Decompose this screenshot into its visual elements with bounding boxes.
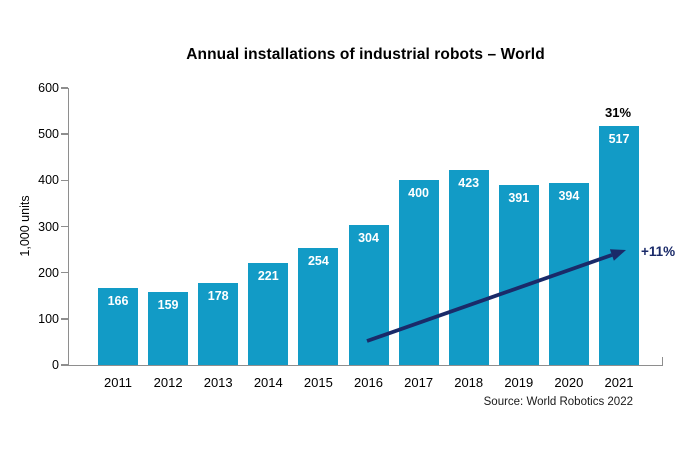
- y-tick-label: 400: [38, 173, 59, 188]
- plot-area: 0 100 200 300 400 500 600 166 2011 159 2012 178 2013…: [38, 81, 663, 390]
- x-tick-label: 2017: [404, 375, 434, 390]
- y-tick: [60, 133, 68, 135]
- bar-value-label: 394: [558, 189, 580, 204]
- bar: 304: [348, 224, 389, 365]
- bar: 159: [148, 291, 189, 365]
- bar-value-label: 304: [358, 230, 379, 245]
- bar-value-label: 166: [107, 294, 129, 309]
- bar: 221: [248, 262, 289, 365]
- y-tick: [60, 179, 68, 182]
- bar: 517: [599, 126, 639, 365]
- x-axis-end-tick: [661, 357, 663, 365]
- x-tick-label: 2021: [604, 375, 634, 390]
- x-tick-label: 2013: [203, 375, 233, 390]
- bar: 391: [498, 184, 539, 365]
- y-tick-label: 200: [38, 265, 59, 280]
- y-tick-label: 100: [38, 311, 59, 326]
- x-tick-label: 2015: [303, 375, 333, 390]
- bar: 400: [398, 180, 439, 365]
- x-tick-label: 2011: [104, 375, 132, 390]
- bar-value-label: 517: [608, 132, 630, 147]
- y-tick-label: 600: [38, 81, 59, 95]
- bar: 394: [548, 183, 589, 365]
- bar: 166: [98, 288, 138, 365]
- y-tick-label: 300: [38, 219, 59, 234]
- y-tick: [60, 318, 68, 320]
- y-tick-label: 0: [52, 358, 59, 372]
- x-tick-label: 2012: [153, 375, 183, 390]
- bar: 254: [298, 247, 339, 365]
- bar-value-label: 254: [307, 253, 329, 268]
- trend-growth-label: +11%: [641, 244, 676, 259]
- bar-value-label: 159: [157, 297, 179, 312]
- y-tick: [60, 87, 68, 89]
- bar-value-label: 221: [257, 268, 279, 283]
- bar-value-label: 400: [408, 186, 430, 201]
- x-tick-label: 2019: [504, 375, 534, 390]
- y-tick: [60, 271, 68, 274]
- y-axis-title: 1,000 units: [18, 195, 32, 257]
- y-tick: [60, 225, 68, 228]
- chart-title: Annual installations of industrial robot…: [186, 46, 545, 63]
- y-tick-label: 500: [38, 127, 59, 142]
- x-tick-label: 2018: [454, 375, 484, 390]
- bar: 178: [198, 282, 239, 365]
- peak-growth-label: 31%: [604, 105, 632, 121]
- bar: 423: [448, 169, 489, 365]
- bar-value-label: 391: [508, 190, 530, 205]
- x-tick-label: 2020: [554, 375, 584, 390]
- x-tick-label: 2016: [354, 375, 383, 390]
- bar-value-label: 423: [458, 175, 480, 190]
- x-tick-label: 2014: [253, 375, 283, 390]
- source-note: Source: World Robotics 2022: [483, 396, 633, 408]
- bar-value-label: 178: [207, 288, 229, 303]
- y-tick: [60, 364, 68, 366]
